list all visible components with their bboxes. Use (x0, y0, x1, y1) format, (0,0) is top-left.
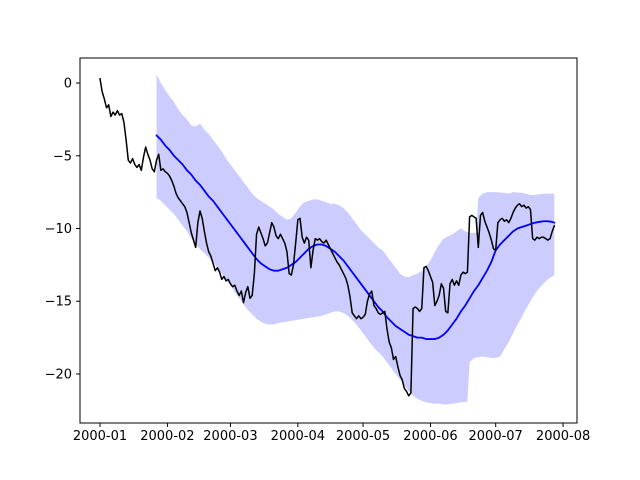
rolling-mean-line (155, 134, 556, 340)
x-tick-label: 2000-07 (469, 429, 523, 444)
x-tick-label: 2000-08 (536, 429, 590, 444)
y-tick-label: −5 (53, 149, 72, 164)
y-tick-label: 0 (64, 77, 72, 92)
y-tick-label: −15 (45, 295, 72, 310)
y-axis-ticks: 0 −5 −10 −15 −20 (45, 77, 80, 382)
series-group (99, 77, 556, 397)
x-tick-label: 2000-06 (403, 429, 457, 444)
axes-spines (79, 57, 578, 424)
y-tick-label: −20 (45, 367, 72, 382)
x-tick-label: 2000-05 (336, 429, 390, 444)
x-tick-label: 2000-03 (203, 429, 257, 444)
x-tick-label: 2000-04 (271, 429, 325, 444)
confidence-band-group (156, 74, 555, 405)
x-tick-label: 2000-01 (73, 429, 127, 444)
x-axis-ticks: 2000-01 2000-02 2000-03 2000-04 2000-05 2000-… (73, 423, 590, 444)
y-tick-label: −10 (45, 222, 72, 237)
daily-values-line (99, 77, 556, 397)
confidence-band (156, 74, 555, 405)
x-tick-label: 2000-02 (140, 429, 194, 444)
